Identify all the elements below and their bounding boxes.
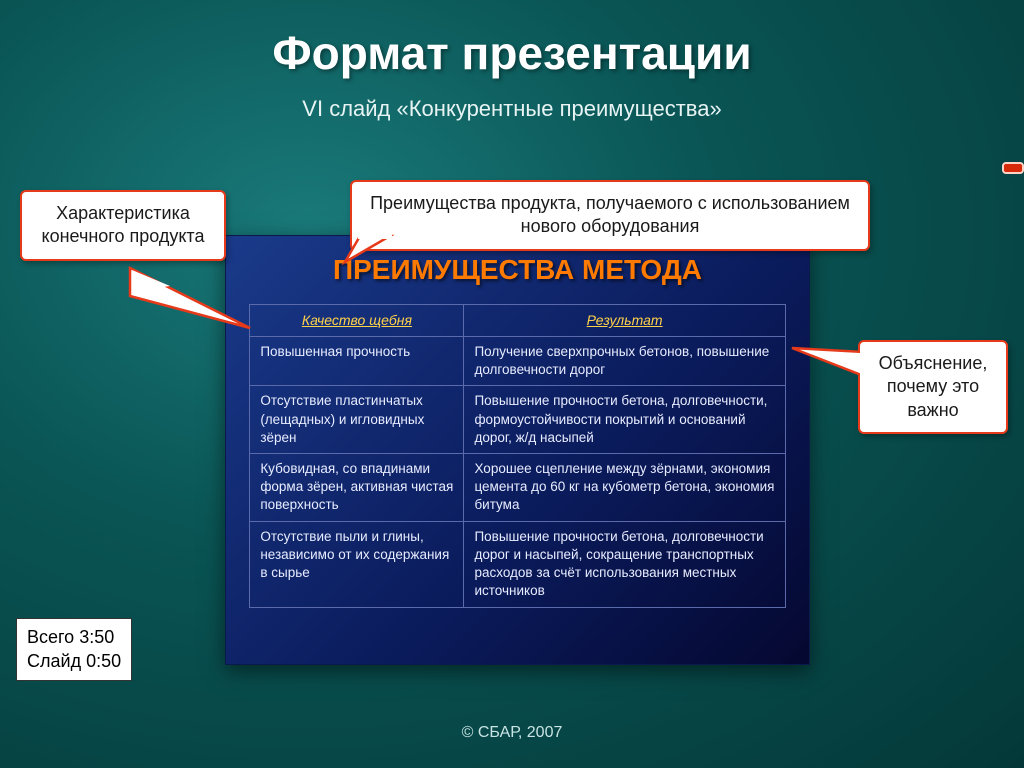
embedded-slide: ПРЕИМУЩЕСТВА МЕТОДА Качество щебня Резул… <box>225 235 810 665</box>
table-row: Отсутствие пыли и глины, независимо от и… <box>250 521 785 607</box>
callout-right: Объяснение, почему это важно <box>858 340 1008 434</box>
table-header-row: Качество щебня Результат <box>250 305 785 337</box>
timer-box: Всего 3:50 Слайд 0:50 <box>16 618 132 681</box>
callout-pointer-icon <box>340 236 400 266</box>
table-cell: Получение сверхпрочных бетонов, повышени… <box>464 336 785 385</box>
callout-text: Объяснение, почему это важно <box>879 353 988 420</box>
timer-slide: Слайд 0:50 <box>27 649 121 673</box>
slide-subtitle: VI слайд «Конкурентные преимущества» <box>0 96 1024 122</box>
table-row: Кубовидная, со впадинами форма зёрен, ак… <box>250 453 785 521</box>
footer-copyright: © СБАР, 2007 <box>0 724 1024 742</box>
slide-title: Формат презентации <box>0 0 1024 80</box>
table-header: Качество щебня <box>250 305 464 337</box>
table-row: Повышенная прочность Получение сверхпроч… <box>250 336 785 385</box>
table-cell: Кубовидная, со впадинами форма зёрен, ак… <box>250 453 464 521</box>
timer-total: Всего 3:50 <box>27 625 121 649</box>
callout-text: Характеристика конечного продукта <box>42 203 205 246</box>
accent-bar-icon <box>1002 162 1024 174</box>
callout-text: Преимущества продукта, получаемого с исп… <box>370 193 850 236</box>
table-header: Результат <box>464 305 785 337</box>
callout-left: Характеристика конечного продукта <box>20 190 226 261</box>
table-cell: Отсутствие пластинчатых (лещадных) и игл… <box>250 386 464 454</box>
table-cell: Повышение прочности бетона, долговечност… <box>464 386 785 454</box>
callout-top: Преимущества продукта, получаемого с исп… <box>350 180 870 251</box>
table-cell: Отсутствие пыли и глины, независимо от и… <box>250 521 464 607</box>
callout-pointer-icon <box>788 346 868 386</box>
table-row: Отсутствие пластинчатых (лещадных) и игл… <box>250 386 785 454</box>
advantages-table: Качество щебня Результат Повышенная проч… <box>249 304 785 608</box>
table-cell: Повышенная прочность <box>250 336 464 385</box>
table-cell: Хорошее сцепление между зёрнами, экономи… <box>464 453 785 521</box>
table-cell: Повышение прочности бетона, долговечност… <box>464 521 785 607</box>
callout-pointer-icon <box>130 268 270 348</box>
